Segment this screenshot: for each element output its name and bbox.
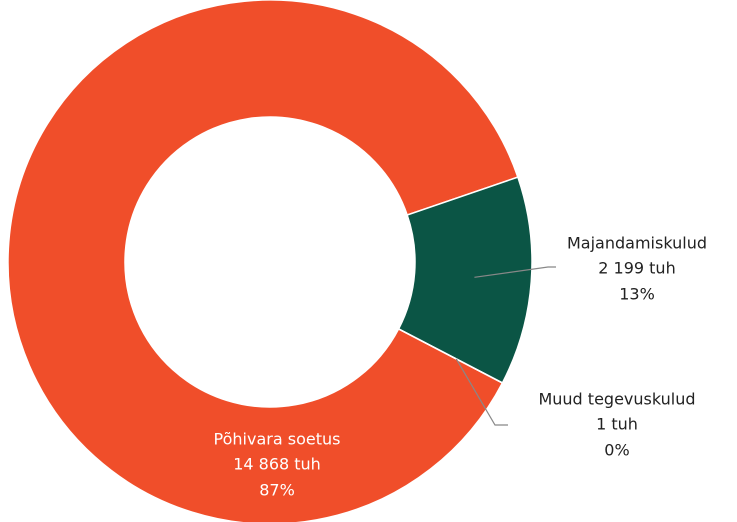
donut-slice xyxy=(7,0,519,522)
category-label: Muud tegevuskulud xyxy=(538,390,695,409)
leader-line xyxy=(474,266,556,278)
leader-line xyxy=(455,358,508,426)
percent-label: 13% xyxy=(619,285,655,304)
value-label: 2 199 tuh xyxy=(598,259,675,278)
category-label: Majandamiskulud xyxy=(567,234,707,253)
value-label: 1 tuh xyxy=(596,415,638,434)
donut-slice xyxy=(397,327,504,384)
percent-label: 87% xyxy=(259,481,295,500)
percent-label: 0% xyxy=(604,441,629,460)
value-label: 14 868 tuh xyxy=(233,455,321,474)
category-label: Põhivara soetus xyxy=(214,430,341,449)
